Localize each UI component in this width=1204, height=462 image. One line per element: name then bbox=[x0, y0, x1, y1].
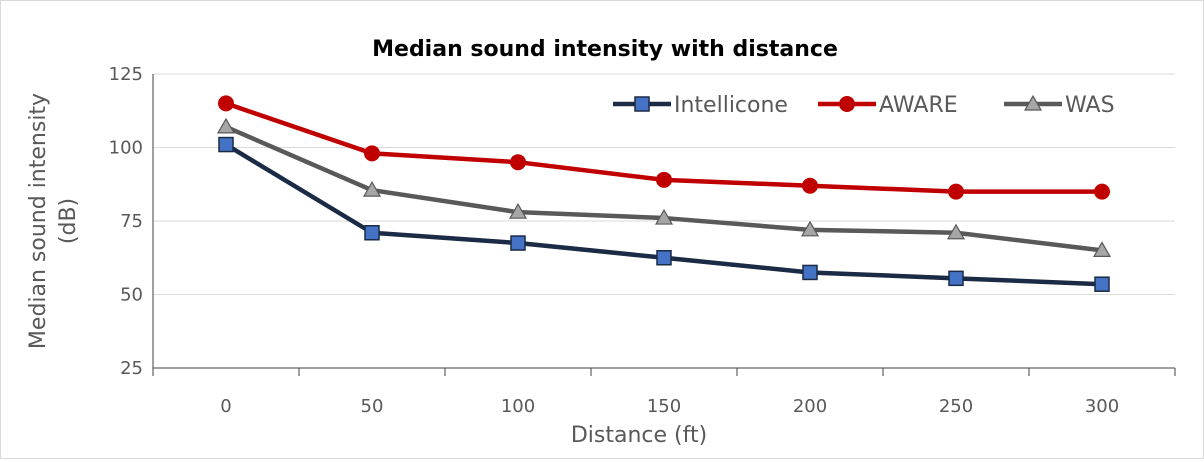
legend-marker-was bbox=[1023, 94, 1043, 111]
data-point-was-150 bbox=[654, 208, 674, 225]
data-point-aware-250 bbox=[948, 183, 964, 200]
axes: 25 50 75 100 125 0 50 100 150 200 250 300 bbox=[109, 64, 1176, 417]
data-point-aware-100 bbox=[510, 154, 526, 171]
data-point-intellicone-250 bbox=[948, 270, 964, 287]
series-line-was bbox=[225, 124, 1103, 253]
y-axis-title-line2: (dB) bbox=[56, 198, 81, 244]
legend-label-was: WAS bbox=[1065, 93, 1115, 118]
x-axis-title: Distance (ft) bbox=[571, 423, 707, 448]
x-tick-label-50: 50 bbox=[361, 396, 384, 417]
y-tick-label-75: 75 bbox=[120, 211, 143, 232]
data-point-intellicone-300 bbox=[1094, 276, 1110, 292]
data-point-was-300 bbox=[1092, 241, 1112, 257]
legend-item-was: WAS bbox=[1004, 93, 1115, 118]
legend-marker-intellicone bbox=[634, 96, 650, 112]
series-aware bbox=[218, 95, 1110, 200]
legend-marker-aware bbox=[839, 96, 855, 112]
x-tick-label-250: 250 bbox=[939, 396, 973, 417]
data-point-aware-300 bbox=[1094, 183, 1110, 200]
legend-label-aware: AWARE bbox=[879, 93, 958, 118]
chart-title: Median sound intensity with distance bbox=[372, 37, 838, 62]
data-point-was-200 bbox=[800, 220, 820, 237]
data-point-aware-0 bbox=[218, 95, 234, 112]
data-point-aware-150 bbox=[656, 171, 672, 188]
legend: Intellicone AWARE WAS bbox=[613, 93, 1115, 118]
data-point-was-100 bbox=[508, 202, 528, 219]
data-point-aware-200 bbox=[802, 177, 818, 194]
legend-label-intellicone: Intellicone bbox=[674, 93, 788, 118]
series-was bbox=[216, 117, 1112, 257]
data-point-was-50 bbox=[362, 180, 382, 197]
x-tick-label-0: 0 bbox=[220, 396, 231, 417]
legend-item-intellicone: Intellicone bbox=[613, 93, 788, 118]
data-point-was-250 bbox=[946, 223, 966, 240]
data-point-was-0 bbox=[216, 117, 236, 134]
series-group bbox=[216, 95, 1112, 292]
data-point-intellicone-150 bbox=[656, 250, 672, 266]
x-tick-label-200: 200 bbox=[793, 396, 827, 417]
data-point-intellicone-200 bbox=[802, 264, 818, 281]
x-tick-label-100: 100 bbox=[501, 396, 535, 417]
y-tick-label-100: 100 bbox=[109, 138, 143, 159]
y-tick-label-125: 125 bbox=[109, 64, 143, 85]
data-point-intellicone-100 bbox=[510, 235, 526, 251]
series-intellicone bbox=[218, 136, 1110, 292]
gridlines bbox=[153, 73, 1175, 295]
y-axis-title: Median sound intensity (dB) bbox=[26, 93, 81, 349]
data-point-intellicone-0 bbox=[218, 136, 234, 153]
y-axis-title-line1: Median sound intensity bbox=[26, 93, 51, 349]
legend-item-aware: AWARE bbox=[818, 93, 958, 118]
x-tick-label-300: 300 bbox=[1085, 396, 1119, 417]
data-point-intellicone-50 bbox=[364, 225, 380, 241]
y-tick-label-25: 25 bbox=[120, 358, 143, 379]
x-tick-label-150: 150 bbox=[647, 396, 681, 417]
data-point-aware-50 bbox=[364, 145, 380, 162]
y-tick-label-50: 50 bbox=[120, 285, 143, 306]
